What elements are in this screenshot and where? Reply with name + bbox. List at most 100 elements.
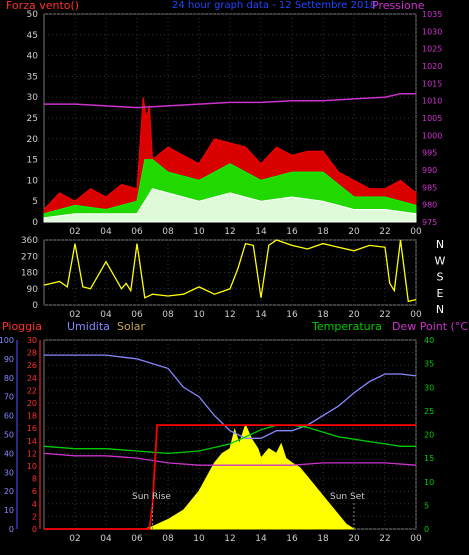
x-tick-label: 08: [162, 534, 174, 544]
x-tick-label: 06: [131, 310, 143, 320]
direction-panel-series: [43, 239, 417, 303]
x-tick-label: 12: [224, 227, 235, 237]
sunrise-annotation: Sun Rise: [132, 492, 171, 502]
temperature-panel-axes: 02 04 06 08 10 12 14 16 18 20 22 000102030405060708…: [0, 336, 434, 544]
pressure-axis-label: Pressione: [372, 0, 425, 12]
x-tick-label: 04: [100, 227, 112, 237]
humidity-tick-label: 12: [27, 449, 37, 458]
x-tick-label: 06: [131, 227, 143, 237]
x-tick-label: 10: [193, 310, 205, 320]
temperature-tick-label: 40: [424, 336, 434, 345]
x-tick-label: 08: [162, 310, 174, 320]
wind-tick-label: 35: [27, 72, 38, 82]
humidity-tick-label: 16: [27, 424, 37, 433]
pressure-tick-label: 975: [422, 218, 437, 227]
x-tick-label: 18: [317, 310, 329, 320]
humidity-tick-label: 14: [27, 437, 37, 446]
rain-tick-label: 70: [4, 393, 14, 402]
x-tick-label: 14: [255, 534, 267, 544]
x-tick-label: 04: [100, 310, 112, 320]
pressure-tick-label: 1000: [422, 131, 442, 140]
x-tick-label: 14: [255, 310, 267, 320]
rain-tick-label: 30: [4, 468, 14, 477]
pressure-tick-label: 980: [422, 201, 437, 210]
compass-letter: E: [437, 287, 444, 300]
wind-axis-label: Forza vento(): [6, 0, 79, 12]
wind-tick-label: 50: [27, 10, 39, 20]
pressure-tick-label: 1010: [422, 97, 442, 106]
pressure-line: [44, 92, 416, 109]
rain-tick-label: 100: [0, 336, 14, 345]
x-tick-label: 22: [379, 227, 390, 237]
humidity-tick-label: 20: [27, 399, 37, 408]
humidity-line: [44, 354, 417, 439]
wind-panel-series: [43, 92, 417, 223]
x-tick-label: 18: [317, 227, 329, 237]
x-tick-label: 10: [193, 227, 205, 237]
x-tick-label: 08: [162, 227, 174, 237]
direction-tick-label: 270: [21, 252, 38, 262]
dewpoint-line: [43, 452, 417, 466]
pressure-tick-label: 1020: [422, 62, 442, 71]
humidity-tick-label: 0: [32, 525, 37, 534]
humidity-tick-label: 22: [27, 386, 37, 395]
temperature-tick-label: 0: [424, 525, 429, 534]
humidity-tick-label: 26: [27, 361, 37, 370]
x-tick-label: 20: [348, 227, 360, 237]
temperature-panel: 02 04 06 08 10 12 14 16 18 20 22 000102030405060708…: [0, 320, 469, 544]
wind-tick-label: 30: [27, 93, 39, 103]
x-tick-label: 16: [286, 227, 298, 237]
compass-letter: S: [437, 271, 444, 284]
temperature-tick-label: 5: [424, 501, 429, 510]
pressure-tick-label: 1015: [422, 79, 442, 88]
wind-tick-label: 45: [27, 31, 38, 41]
direction-tick-label: 180: [21, 269, 38, 279]
temperature-tick-label: 10: [424, 478, 434, 487]
x-tick-label: 02: [69, 227, 80, 237]
x-tick-label: 16: [286, 310, 298, 320]
temperature-tick-label: 35: [424, 360, 434, 369]
solar-area: [144, 423, 356, 530]
humidity-tick-label: 18: [27, 412, 37, 421]
wind-pressure-panel: 02 04 06 08 10 12 14 16 18 20 22 000510152025303540…: [6, 0, 442, 237]
humidity-tick-label: 30: [27, 336, 37, 345]
humidity-label: Umidita: [67, 320, 110, 333]
x-tick-label: 02: [69, 310, 80, 320]
temperature-tick-label: 15: [424, 454, 434, 463]
wind-tick-label: 10: [27, 176, 39, 186]
wind-tick-label: 5: [32, 197, 38, 207]
humidity-tick-label: 28: [27, 349, 37, 358]
rain-tick-label: 40: [4, 449, 14, 458]
direction-tick-label: 90: [27, 285, 39, 295]
wind-tick-label: 0: [32, 218, 38, 228]
direction-tick-label: 0: [32, 301, 38, 311]
x-tick-label: 16: [286, 534, 298, 544]
rain-tick-label: 10: [4, 506, 14, 515]
solar-label: Solar: [117, 320, 146, 333]
chart-title: 24 hour graph data - 12 Settembre 2018: [172, 0, 376, 11]
humidity-tick-label: 4: [32, 500, 37, 509]
pressure-tick-label: 1035: [422, 10, 442, 19]
wind-tick-label: 25: [27, 114, 38, 124]
rain-tick-label: 80: [4, 374, 14, 383]
temperature-tick-label: 25: [424, 407, 434, 416]
rain-tick-label: 0: [9, 525, 14, 534]
x-tick-label: 22: [379, 310, 390, 320]
x-tick-label: 10: [193, 534, 205, 544]
x-tick-label: 14: [255, 227, 267, 237]
temperature-label: Temperatura: [311, 320, 382, 333]
compass-letter: W: [435, 254, 446, 267]
x-tick-label: 20: [348, 310, 360, 320]
humidity-tick-label: 24: [27, 374, 37, 383]
wind-panel-grid: [44, 13, 417, 223]
rain-tick-label: 60: [4, 412, 14, 421]
wind-tick-label: 15: [27, 156, 38, 166]
x-tick-label: 06: [131, 534, 143, 544]
x-tick-label: 22: [379, 534, 390, 544]
pressure-tick-label: 985: [422, 183, 437, 192]
temperature-tick-label: 30: [424, 383, 434, 392]
sunset-annotation: Sun Set: [330, 492, 365, 502]
rain-tick-label: 50: [4, 431, 14, 440]
